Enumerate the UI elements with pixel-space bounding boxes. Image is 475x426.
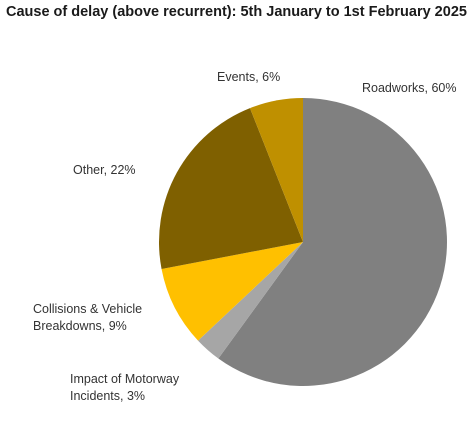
pie-slice-events (249, 98, 303, 242)
pie-slice-roadworks (218, 98, 447, 386)
pie-slice-collisions-and-vehicle-breakdowns (161, 242, 303, 341)
slice-label-impact-of-motorway-incidents: Impact of Motorway Incidents, 3% (70, 372, 180, 403)
slice-label-collisions-and-vehicle-breakdowns: Collisions & Vehicle Breakdowns, 9% (33, 302, 142, 333)
chart-title: Cause of delay (above recurrent): 5th Ja… (6, 4, 467, 20)
slice-label-line: Incidents, 3% (70, 389, 145, 403)
slice-label-events: Events, 6% (217, 70, 280, 84)
slice-label-roadworks: Roadworks, 60% (362, 81, 457, 95)
slice-label-line: Impact of Motorway (70, 372, 180, 386)
slice-label-line: Roadworks, 60% (362, 81, 457, 95)
slice-label-line: Collisions & Vehicle (33, 302, 142, 316)
slice-label-line: Breakdowns, 9% (33, 319, 127, 333)
pie-slice-impact-of-motorway-incidents (198, 242, 303, 359)
pie-slice-other (158, 108, 303, 269)
slice-label-other: Other, 22% (73, 163, 136, 177)
slice-label-line: Other, 22% (73, 163, 136, 177)
slice-label-line: Events, 6% (217, 70, 280, 84)
